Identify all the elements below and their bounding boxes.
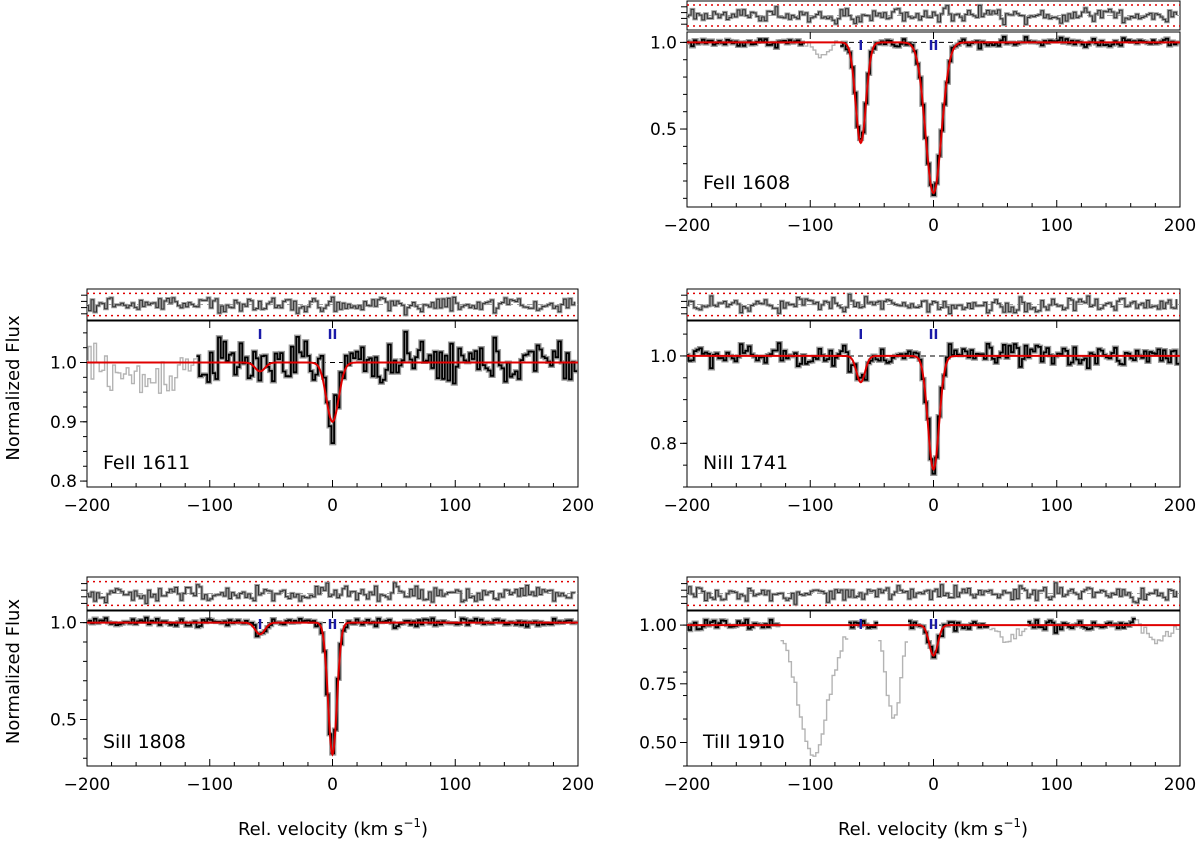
y-axis-title: Normalized Flux [3, 315, 24, 461]
data-area-niii-1741 [687, 340, 1180, 476]
y-axis-title: Normalized Flux [3, 599, 24, 745]
y-tick-label: 0.5 [50, 711, 77, 731]
x-tick-label: 200 [1164, 775, 1196, 795]
x-tick-label: −200 [664, 216, 711, 236]
y-tick-label: 1.0 [50, 614, 77, 634]
model-fit-line [687, 624, 1180, 657]
x-tick-label: 0 [928, 775, 939, 795]
y-tick-label: 0.9 [50, 413, 77, 433]
masked-flux-series [805, 40, 841, 59]
component-marker-1: II [328, 618, 338, 633]
component-marker-1: II [929, 328, 939, 343]
model-fit-line [87, 621, 578, 757]
y-tick-label: 0.8 [650, 434, 677, 454]
y-tick-label: 0.50 [639, 734, 677, 754]
residual-series [87, 296, 575, 316]
x-tick-label: 200 [562, 496, 594, 516]
component-marker-0: I [258, 328, 263, 343]
x-tick-label: −100 [787, 496, 834, 516]
y-tick-label: 1.0 [650, 33, 677, 53]
residual-plot-niii-1741 [687, 292, 1180, 317]
y-tick-label: 1.00 [639, 616, 677, 636]
data-area-tiii-1910 [687, 616, 1180, 757]
ion-label-niii-1741: NiII 1741 [703, 452, 788, 474]
data-area-feii-1608 [687, 34, 1180, 198]
residual-plot-feii-1608 [687, 3, 1180, 27]
y-tick-label: 0.8 [50, 472, 77, 492]
y-tick-label: 0.5 [650, 120, 677, 140]
y-tick-label: 1.0 [50, 354, 77, 374]
x-tick-label: 100 [1041, 216, 1073, 236]
residual-series [687, 582, 1177, 605]
x-tick-label: −100 [186, 496, 233, 516]
x-axis-title: Rel. velocity (km s−1) [238, 816, 428, 840]
x-tick-label: 100 [1041, 496, 1073, 516]
flux-series [87, 616, 578, 755]
component-marker-1: II [929, 39, 939, 54]
x-tick-label: 0 [327, 496, 338, 516]
x-axis-title: Rel. velocity (km s−1) [838, 816, 1028, 840]
y-tick-label: 1.0 [650, 347, 677, 367]
residual-series [687, 4, 1177, 26]
component-marker-0: I [258, 618, 263, 633]
x-tick-label: −100 [787, 775, 834, 795]
component-marker-0: I [858, 39, 863, 54]
x-tick-label: 100 [439, 496, 471, 516]
masked-flux-series [780, 619, 1180, 757]
residual-series [87, 582, 575, 604]
component-marker-1: II [929, 618, 939, 633]
x-tick-label: −200 [64, 496, 111, 516]
y-tick-label: 0.75 [639, 675, 677, 695]
x-tick-label: 200 [1164, 496, 1196, 516]
component-marker-0: I [858, 328, 863, 343]
x-tick-label: −200 [664, 775, 711, 795]
x-tick-label: −200 [64, 775, 111, 795]
component-marker-0: I [858, 618, 863, 633]
model-fit-line [87, 361, 578, 423]
flux-series [687, 618, 1136, 659]
x-tick-label: 200 [1164, 216, 1196, 236]
residual-plot-feii-1611 [87, 292, 578, 317]
x-tick-label: 100 [439, 775, 471, 795]
x-tick-label: 0 [928, 496, 939, 516]
x-tick-label: −100 [186, 775, 233, 795]
ion-label-feii-1608: FeII 1608 [703, 172, 790, 194]
ion-label-siii-1808: SiII 1808 [103, 731, 186, 753]
component-marker-1: II [328, 328, 338, 343]
model-fit-line [687, 41, 1180, 195]
residual-plot-tiii-1910 [687, 580, 1180, 607]
x-tick-label: −200 [664, 496, 711, 516]
ion-label-tiii-1910: TiII 1910 [702, 731, 785, 753]
x-tick-label: 0 [327, 775, 338, 795]
x-tick-label: 0 [928, 216, 939, 236]
data-area-feii-1611 [87, 329, 578, 446]
residual-plot-siii-1808 [87, 580, 578, 607]
ion-label-feii-1611: FeII 1611 [103, 452, 190, 474]
model-fit-line [687, 354, 1180, 472]
x-tick-label: 200 [562, 775, 594, 795]
x-tick-label: −100 [787, 216, 834, 236]
x-tick-label: 100 [1041, 775, 1073, 795]
flux-error-envelope [196, 329, 578, 446]
masked-flux-series [87, 342, 197, 394]
flux-series [196, 330, 578, 444]
data-area-siii-1808 [87, 615, 578, 757]
residual-series [687, 293, 1177, 315]
